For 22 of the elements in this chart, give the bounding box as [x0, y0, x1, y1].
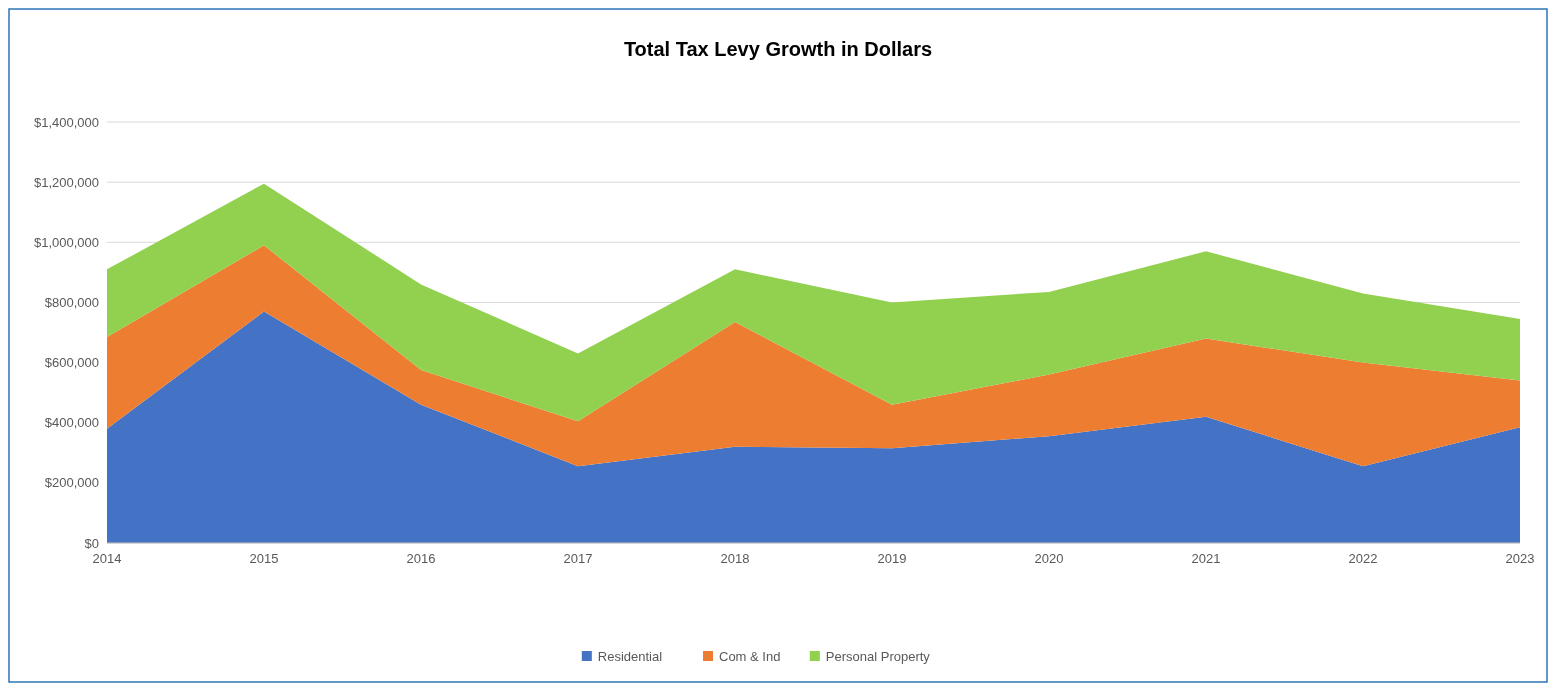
x-tick-label: 2020 — [1034, 551, 1064, 566]
y-tick-label: $600,000 — [44, 355, 99, 371]
x-tick-label: 2023 — [1505, 551, 1535, 566]
legend-label: Personal Property — [825, 649, 931, 664]
y-tick-label: $1,200,000 — [33, 174, 99, 190]
y-tick-label: $0 — [84, 535, 99, 551]
x-tick-label: 2018 — [720, 551, 750, 566]
x-tick-label: 2019 — [877, 551, 907, 566]
x-tick-label: 2022 — [1348, 551, 1378, 566]
y-tick-label: $1,000,000 — [33, 234, 99, 250]
x-tick-label: 2017 — [563, 551, 593, 566]
x-tick-label: 2016 — [406, 551, 436, 566]
y-tick-label: $400,000 — [44, 415, 99, 431]
x-tick-label: 2015 — [249, 551, 279, 566]
y-tick-label: $200,000 — [44, 475, 99, 491]
y-tick-label: $800,000 — [44, 294, 99, 310]
x-tick-label: 2021 — [1191, 551, 1221, 566]
y-tick-label: $1,400,000 — [33, 114, 99, 130]
legend-label: Com & Ind — [719, 649, 781, 664]
x-tick-label: 2014 — [92, 551, 122, 566]
chart-title: Total Tax Levy Growth in Dollars — [623, 38, 933, 60]
legend-label: Residential — [597, 649, 663, 664]
